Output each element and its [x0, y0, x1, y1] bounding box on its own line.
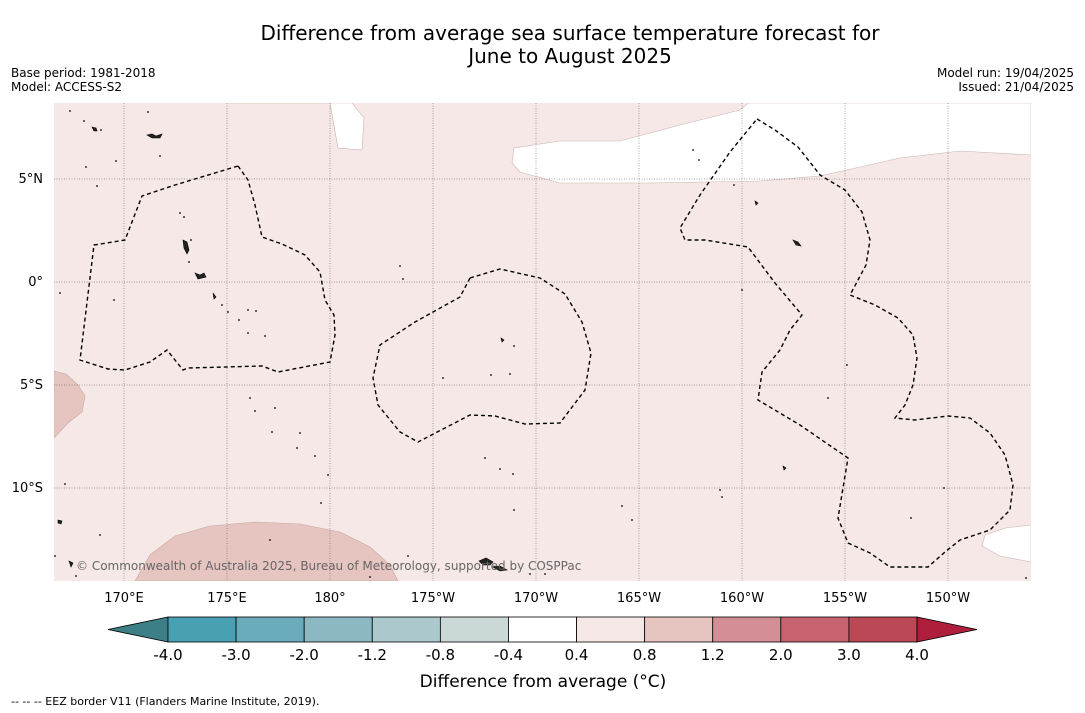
warm-anomaly-west — [54, 370, 86, 439]
islands — [57, 126, 802, 572]
map-title: Difference from average sea surface temp… — [0, 22, 1085, 68]
island — [91, 126, 98, 132]
anomaly-field — [54, 103, 1031, 581]
colorbar-tick-label: 3.0 — [837, 646, 861, 664]
issued-text: Issued: 21/04/2025 — [958, 80, 1074, 94]
island — [146, 133, 163, 139]
island — [500, 337, 505, 343]
lon-label-160w: 160°W — [720, 591, 764, 606]
colorbar-under-arrow — [107, 616, 169, 643]
colorbar-tick-label: -3.0 — [221, 646, 250, 664]
lat-label-10s: 10°S — [12, 481, 43, 496]
lat-label-5n: 5°N — [19, 172, 44, 187]
colorbar-tick-label: -0.8 — [426, 646, 455, 664]
island — [68, 560, 74, 568]
colorbar-tick-label: 0.4 — [565, 646, 589, 664]
island — [792, 239, 802, 247]
colorbar-bin — [167, 616, 237, 643]
colorbar-tick-label: 4.0 — [905, 646, 929, 664]
colorbar-tick-label: 2.0 — [769, 646, 793, 664]
map-area: © Commonwealth of Australia 2025, Bureau… — [54, 103, 1031, 581]
model-info: Base period: 1981-2018 Model: ACCESS-S2 — [11, 66, 156, 94]
colorbar-tick-label: -1.2 — [358, 646, 387, 664]
island — [182, 239, 190, 255]
island — [478, 557, 494, 566]
near-average-region-south-east — [981, 524, 1031, 563]
lon-label-175e: 175°E — [207, 591, 247, 606]
colorbar-tick-label: -0.4 — [494, 646, 523, 664]
eez-legend-note: -- -- -- EEZ border V11 (Flanders Marine… — [11, 695, 320, 708]
colorbar-bin — [439, 616, 509, 643]
eez-border-b — [372, 268, 592, 443]
island — [57, 519, 63, 525]
lat-label-equator: 0° — [28, 275, 43, 290]
graticule — [54, 103, 1031, 581]
lon-label-170e: 170°E — [104, 591, 144, 606]
lon-label-180: 180° — [314, 591, 345, 606]
lon-label-150w: 150°W — [926, 591, 970, 606]
lon-label-170w: 170°W — [514, 591, 558, 606]
colorbar-bin — [848, 616, 918, 643]
lat-label-5s: 5°S — [20, 378, 43, 393]
copyright-text: © Commonwealth of Australia 2025, Bureau… — [76, 559, 581, 573]
lon-label-175w: 175°W — [411, 591, 455, 606]
island — [212, 292, 217, 300]
near-average-region-north-west — [228, 103, 365, 151]
colorbar-bin — [235, 616, 305, 643]
colorbar-tick-label: -4.0 — [153, 646, 182, 664]
small-islands — [54, 110, 1027, 579]
base-period-text: Base period: 1981-2018 — [11, 66, 156, 80]
colorbar-tick-label: 1.2 — [701, 646, 725, 664]
colorbar-tick-label: -2.0 — [290, 646, 319, 664]
colorbar-bin — [644, 616, 714, 643]
colorbar-bin — [371, 616, 441, 643]
island — [782, 465, 787, 471]
colorbar-bin — [508, 616, 577, 643]
colorbar-bin — [712, 616, 782, 643]
colorbar-bin — [303, 616, 373, 643]
colorbar-tick-label: 0.8 — [633, 646, 657, 664]
island — [194, 272, 207, 280]
island — [492, 565, 508, 572]
island — [754, 200, 759, 206]
eez-borders — [79, 118, 1014, 568]
colorbar-title: Difference from average (°C) — [420, 672, 667, 692]
colorbar-bin — [780, 616, 850, 643]
lon-label-155w: 155°W — [823, 591, 867, 606]
colorbar-over-arrow — [916, 616, 978, 643]
eez-border-a — [79, 165, 336, 373]
title-line-2: June to August 2025 — [468, 44, 672, 68]
model-text: Model: ACCESS-S2 — [11, 80, 123, 94]
run-info: Model run: 19/04/2025 Issued: 21/04/2025 — [937, 66, 1074, 94]
model-run-text: Model run: 19/04/2025 — [936, 66, 1074, 80]
eez-border-c — [679, 118, 1014, 568]
colorbar-bin — [576, 616, 646, 643]
warm-anomaly-south — [134, 521, 399, 581]
colorbar: -4.0 -3.0 -2.0 -1.2 -0.8 -0.4 0.4 0.8 1.2 2.0 3.0 4… — [107, 616, 978, 664]
near-average-region-north-east — [511, 103, 1031, 184]
lon-label-165w: 165°W — [617, 591, 661, 606]
title-line-1: Difference from average sea surface temp… — [260, 21, 880, 45]
